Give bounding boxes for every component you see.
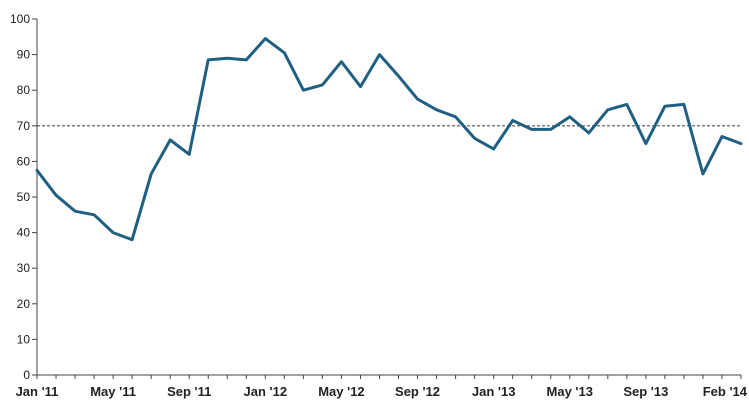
data-point-15 <box>321 83 324 86</box>
data-point-37 <box>740 142 743 145</box>
data-point-13 <box>283 51 286 54</box>
data-point-8 <box>188 153 191 156</box>
data-point-16 <box>340 60 343 63</box>
data-point-35 <box>701 172 704 175</box>
x-tick-label-8: Sep '13 <box>623 384 668 399</box>
data-point-21 <box>435 108 438 111</box>
data-point-24 <box>492 147 495 150</box>
data-point-1 <box>55 194 58 197</box>
data-point-19 <box>397 74 400 77</box>
data-point-22 <box>454 115 457 118</box>
data-point-34 <box>682 103 685 106</box>
y-tick-label-40: 40 <box>17 226 31 240</box>
data-point-14 <box>302 89 305 92</box>
series-layer <box>35 37 743 242</box>
data-point-30 <box>606 108 609 111</box>
data-point-29 <box>587 131 590 134</box>
x-tick-label-9: Feb '14 <box>703 384 748 399</box>
y-tick-label-20: 20 <box>17 297 31 311</box>
data-point-12 <box>264 37 267 40</box>
y-tick-label-100: 100 <box>10 12 30 26</box>
data-point-6 <box>150 172 153 175</box>
data-point-10 <box>226 57 229 60</box>
x-tick-label-1: May '11 <box>90 384 136 399</box>
y-tick-label-60: 60 <box>17 154 31 168</box>
axes <box>32 18 742 379</box>
data-point-32 <box>644 142 647 145</box>
y-tick-label-10: 10 <box>17 332 31 346</box>
data-point-3 <box>93 213 96 216</box>
y-tick-label-90: 90 <box>17 48 31 62</box>
x-tick-label-2: Sep '11 <box>167 384 211 399</box>
data-point-18 <box>378 53 381 56</box>
data-point-7 <box>169 139 172 142</box>
data-point-4 <box>112 231 115 234</box>
data-point-11 <box>245 58 248 61</box>
data-point-5 <box>131 238 134 241</box>
data-point-33 <box>663 105 666 108</box>
y-tick-label-80: 80 <box>17 83 31 97</box>
data-point-20 <box>416 98 419 101</box>
y-tick-label-50: 50 <box>17 190 31 204</box>
data-point-2 <box>74 210 77 213</box>
data-point-31 <box>625 103 628 106</box>
x-tick-label-4: May '12 <box>318 384 364 399</box>
data-point-17 <box>359 85 362 88</box>
data-point-26 <box>530 128 533 131</box>
data-point-0 <box>36 169 39 172</box>
tick-labels: 0 10 20 30 40 50 60 70 80 90 100 Jan '11 May '11 Sep … <box>10 12 748 399</box>
x-tick-label-3: Jan '12 <box>244 384 288 399</box>
data-point-9 <box>207 58 210 61</box>
y-tick-label-0: 0 <box>23 368 30 382</box>
x-tick-label-5: Sep '12 <box>395 384 440 399</box>
x-tick-label-0: Jan '11 <box>16 384 59 399</box>
series-line <box>35 37 743 242</box>
y-tick-label-30: 30 <box>17 261 31 275</box>
data-point-28 <box>568 115 571 118</box>
data-point-36 <box>720 135 723 138</box>
y-tick-label-70: 70 <box>17 119 31 133</box>
x-tick-label-7: May '13 <box>547 384 593 399</box>
data-point-23 <box>473 137 476 140</box>
data-point-27 <box>549 128 552 131</box>
data-point-25 <box>511 119 514 122</box>
x-tick-label-6: Jan '13 <box>472 384 516 399</box>
